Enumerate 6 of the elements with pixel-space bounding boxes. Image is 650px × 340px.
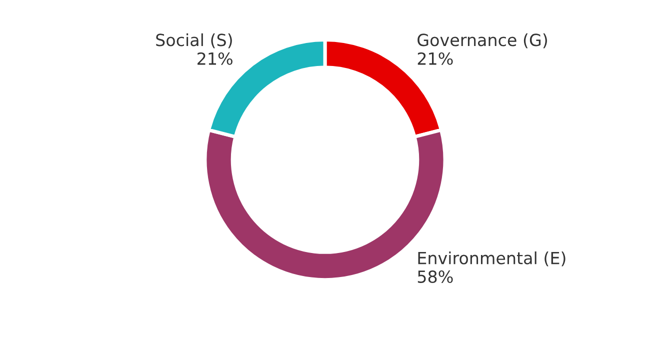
slice-label: Governance (G) xyxy=(418,33,547,48)
data-label: 58% xyxy=(418,270,453,284)
data-label: 21% xyxy=(198,52,232,65)
slice-label: Social (S) xyxy=(156,33,232,48)
data-label: 21% xyxy=(418,52,453,65)
slice-label: Environmental (E) xyxy=(418,251,566,266)
